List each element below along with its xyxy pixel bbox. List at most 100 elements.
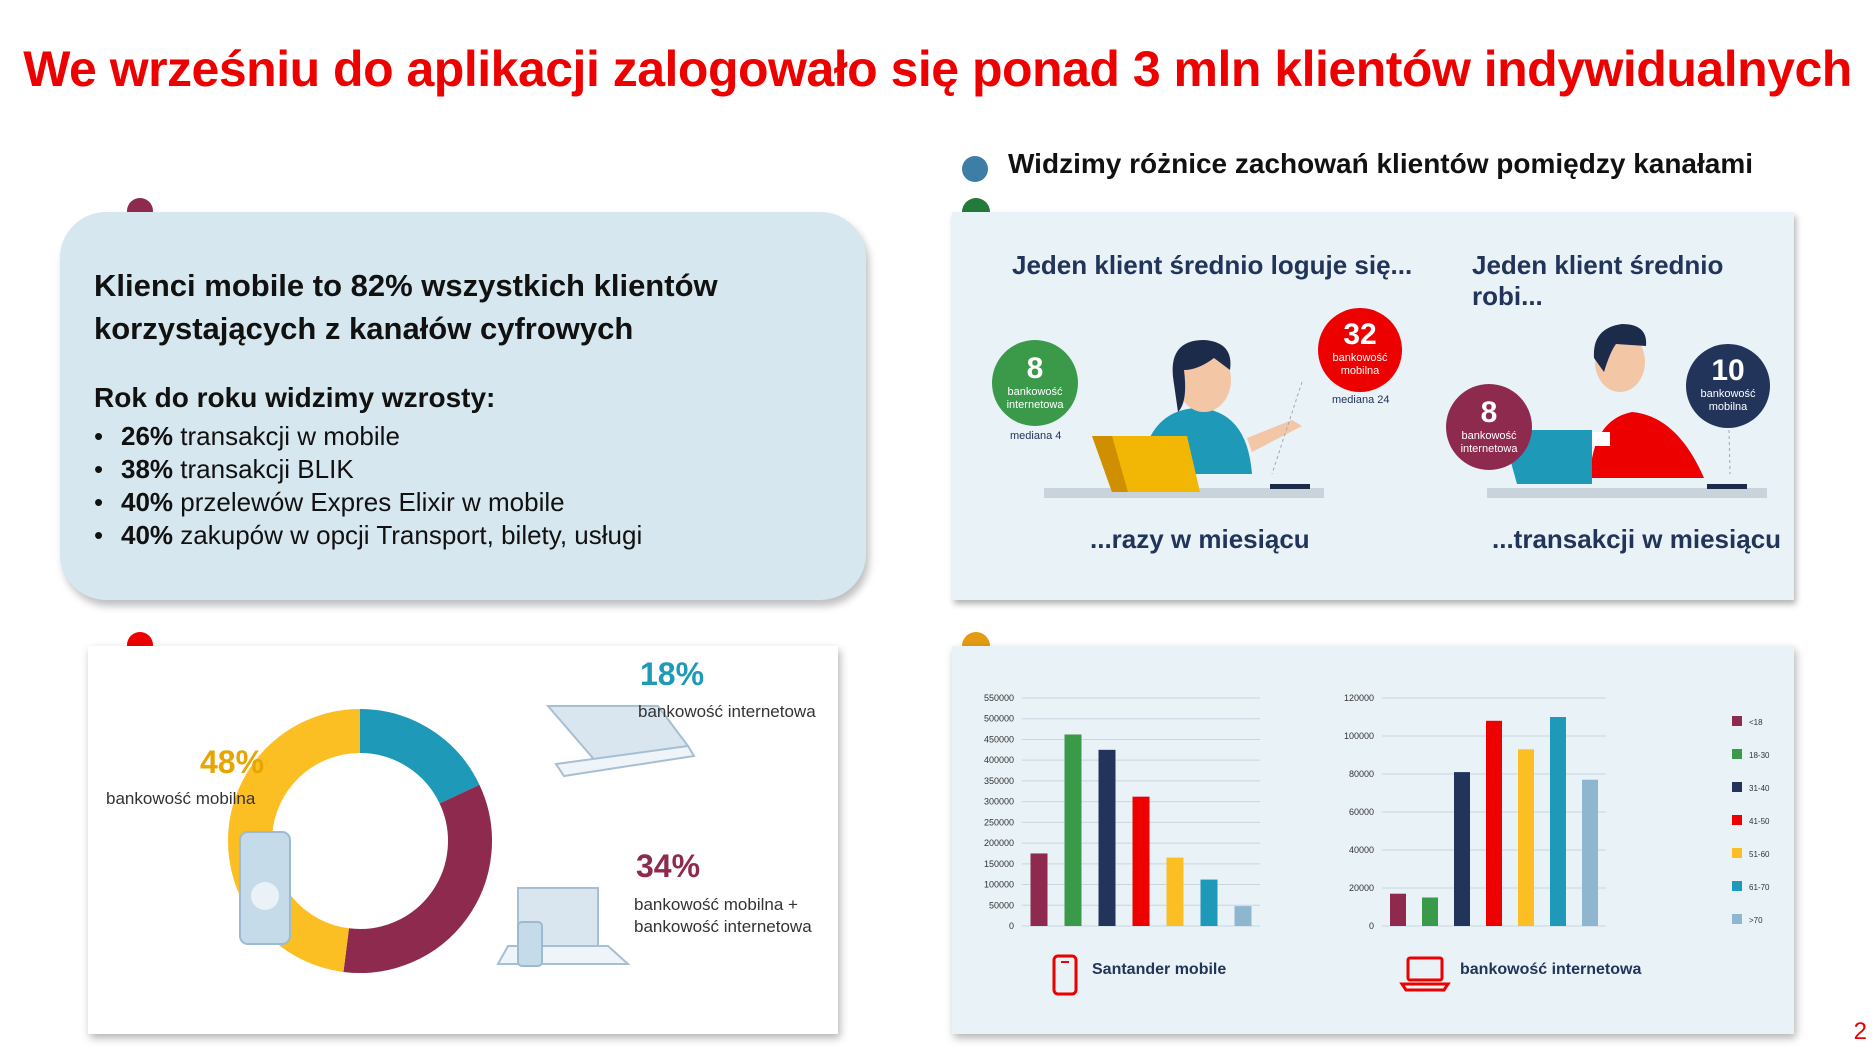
growth-list: 26% transakcji w mobile 38% transakcji B… (94, 420, 642, 552)
page-title: We wrześniu do aplikacji zalogowało się … (23, 41, 1852, 97)
legend-label: 41-50 (1749, 817, 1770, 826)
bar->70 (1582, 779, 1598, 926)
channels-heading: Widzimy różnice zachowań klientów pomięd… (1008, 148, 1754, 179)
logins-footer: ...razy w miesiącu (1090, 524, 1310, 554)
transactions-mobile-bubble: 10 bankowość mobilna (1686, 344, 1770, 428)
bar-41-50 (1132, 796, 1150, 926)
bar-<18 (1030, 853, 1048, 926)
legend-label: 31-40 (1749, 784, 1770, 793)
channel-behavior-panel: Jeden klient średnio loguje się... Jeden… (952, 212, 1794, 600)
logins-internet-median: mediana 4 (1010, 430, 1062, 442)
mobile-y-tick: 150000 (984, 859, 1014, 869)
logins-internet-bubble: 8 bankowość internetowa (992, 340, 1078, 426)
both-pct: 34% (636, 848, 701, 884)
page-number: 2 (1853, 1018, 1867, 1045)
illustration (1034, 324, 1767, 498)
legend-swatch (1732, 716, 1742, 726)
bar-31-40 (1098, 749, 1116, 926)
internet-y-tick: 60000 (1349, 807, 1374, 817)
internet-bar-chart: 0 20000 40000 60000 80000 100000 120000 (1344, 693, 1606, 931)
internet-label: bankowość internetowa (638, 702, 816, 721)
phone-icon (1052, 954, 1078, 996)
mobile-y-tick: 550000 (984, 693, 1014, 703)
legend-label: 51-60 (1749, 850, 1770, 859)
internet-y-tick: 100000 (1344, 731, 1374, 741)
internet-y-tick: 80000 (1349, 769, 1374, 779)
internet-caption: bankowość internetowa (1460, 961, 1642, 978)
internet-y-tick: 0 (1369, 921, 1374, 931)
legend-label: >70 (1749, 916, 1763, 925)
bar-61-70 (1200, 879, 1218, 926)
legend-swatch (1732, 914, 1742, 924)
bar-41-50 (1486, 720, 1502, 926)
mobile-caption: Santander mobile (1092, 961, 1227, 978)
list-item: 40% przelewów Expres Elixir w mobile (94, 486, 642, 519)
bar-charts: 0500001000001500002000002500003000003500… (984, 693, 1770, 996)
mobile-y-tick: 450000 (984, 734, 1014, 744)
man-hair (1593, 324, 1647, 372)
list-item: 40% zakupów w opcji Transport, bilety, u… (94, 519, 642, 552)
mobile-y-tick: 0 (1009, 921, 1014, 931)
bar-18-30 (1064, 734, 1082, 926)
donut-chart (228, 705, 696, 973)
mobile-y-tick: 500000 (984, 714, 1014, 724)
mobile-y-tick: 350000 (984, 776, 1014, 786)
donut-slice-internet (359, 709, 480, 805)
woman-hair (1172, 340, 1231, 412)
age-distribution-panel: 0 50000 100000 150000 200000 250000 300000 3500… (952, 646, 1794, 1034)
growth-heading: Rok do roku widzimy wzrosty: (94, 382, 496, 413)
legend-label: 18-30 (1749, 751, 1770, 760)
legend-swatch (1732, 782, 1742, 792)
internet-y-tick: 40000 (1349, 845, 1374, 855)
logins-mobile-median: mediana 24 (1332, 394, 1390, 406)
bar-<18 (1390, 893, 1406, 926)
legend-swatch (1732, 749, 1742, 759)
mobile-y-tick: 100000 (984, 880, 1014, 890)
mobile-y-tick: 50000 (989, 900, 1014, 910)
man-body (1590, 412, 1704, 478)
mobile-y-tick: 400000 (984, 755, 1014, 765)
bar-51-60 (1166, 857, 1184, 926)
mobile-bar-chart: 0 50000 100000 150000 200000 250000 300000 3500… (984, 693, 1260, 931)
transactions-footer: ...transakcji w miesiącu (1492, 524, 1782, 554)
woman-arm (1247, 420, 1302, 452)
device-illustrations (239, 705, 696, 967)
mobile-label: bankowość mobilna (106, 789, 256, 808)
legend-swatch (1732, 848, 1742, 858)
card (1588, 432, 1610, 446)
transactions-internet-bubble: 8 bankowość internetowa (1446, 384, 1532, 470)
desk-right (1487, 488, 1767, 498)
legend-label: <18 (1749, 718, 1763, 727)
channel-share-panel: 18% bankowość internetowa 48% bankowość … (88, 646, 838, 1034)
phone-right (1707, 484, 1747, 489)
bar-18-30 (1422, 897, 1438, 926)
list-item: 26% transakcji w mobile (94, 420, 642, 453)
bar-61-70 (1550, 717, 1566, 926)
legend: <18 18-30 31-40 41-50 51-60 61-70 >70 (1732, 716, 1770, 925)
bar->70 (1234, 906, 1252, 926)
logins-mobile-bubble: 32 bankowość mobilna (1318, 308, 1402, 392)
internet-y-tick: 120000 (1344, 693, 1374, 703)
internet-y-tick: 20000 (1349, 883, 1374, 893)
phone-left (1270, 484, 1310, 489)
mobile-pct: 48% (200, 744, 265, 780)
internet-pct: 18% (640, 656, 705, 692)
logins-heading: Jeden klient średnio loguje się... (1012, 250, 1413, 280)
legend-swatch (1732, 881, 1742, 891)
list-item: 38% transakcji BLIK (94, 453, 642, 486)
laptop-icon (1399, 956, 1451, 992)
mobile-y-tick: 250000 (984, 817, 1014, 827)
desk-left (1044, 488, 1324, 498)
summary-headline: Klienci mobile to 82% wszystkich klientó… (94, 268, 718, 346)
legend-swatch (1732, 815, 1742, 825)
bar-51-60 (1518, 749, 1534, 926)
both-label: bankowość mobilna + bankowość internetow… (634, 895, 812, 936)
summary-card: Klienci mobile to 82% wszystkich klientó… (60, 212, 866, 600)
mobile-y-tick: 200000 (984, 838, 1014, 848)
bar-31-40 (1454, 772, 1470, 926)
donut-slice-both (343, 784, 492, 973)
transactions-heading: Jeden klient średnio robi... (1472, 250, 1724, 311)
blue-dot (962, 156, 988, 182)
legend-label: 61-70 (1749, 883, 1770, 892)
mobile-y-tick: 300000 (984, 797, 1014, 807)
